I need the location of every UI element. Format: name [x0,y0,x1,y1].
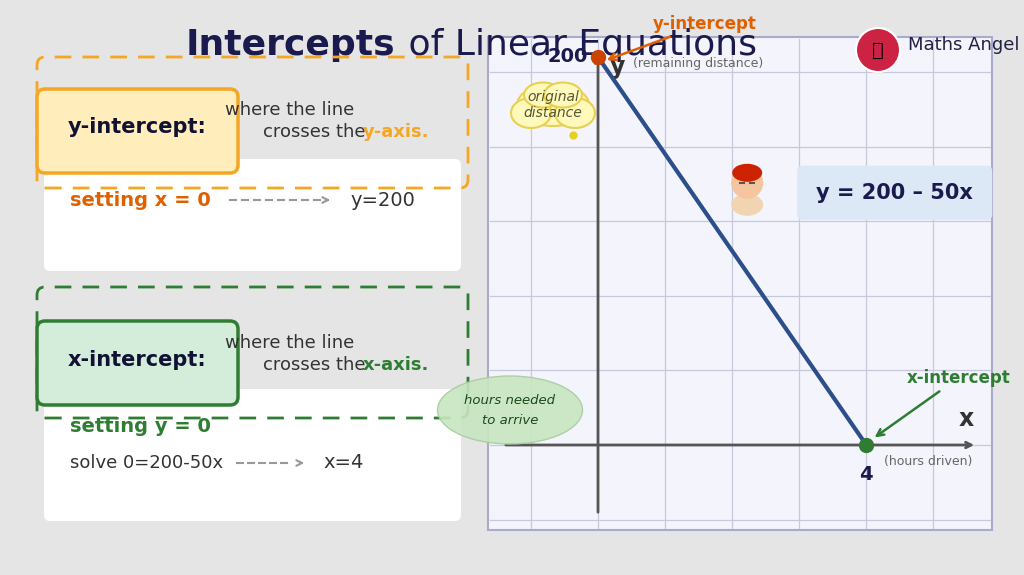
Circle shape [856,28,900,72]
Text: x-axis.: x-axis. [362,356,429,374]
Text: hours needed: hours needed [465,393,555,407]
Text: 4: 4 [859,465,873,484]
Text: y-intercept:: y-intercept: [68,117,207,137]
Text: x-intercept:: x-intercept: [68,350,207,370]
Ellipse shape [524,82,562,108]
Text: y-intercept: y-intercept [609,15,757,60]
Text: 200: 200 [548,48,588,67]
Ellipse shape [731,194,763,216]
Ellipse shape [555,98,595,128]
Text: y = 200 – 50x: y = 200 – 50x [816,183,973,203]
Text: Maths Angel: Maths Angel [908,36,1020,54]
FancyBboxPatch shape [488,37,992,530]
Text: x-intercept: x-intercept [877,369,1010,436]
Text: Intercepts: Intercepts [185,28,395,62]
FancyBboxPatch shape [37,89,238,173]
Text: where the line: where the line [225,101,354,119]
Ellipse shape [517,84,589,126]
FancyBboxPatch shape [44,159,461,271]
Text: where the line: where the line [225,334,354,352]
Text: setting y = 0: setting y = 0 [70,417,211,436]
Text: (hours driven): (hours driven) [884,455,972,468]
Text: original: original [527,90,579,104]
Ellipse shape [732,164,762,182]
Text: (remaining distance): (remaining distance) [633,57,763,70]
Text: solve 0=200-50x: solve 0=200-50x [70,454,223,472]
Text: 🦸: 🦸 [872,40,884,59]
Text: y: y [610,55,626,79]
Circle shape [731,167,763,199]
Text: to arrive: to arrive [482,413,539,427]
FancyBboxPatch shape [797,166,992,220]
Ellipse shape [544,82,582,108]
Ellipse shape [437,376,583,444]
FancyBboxPatch shape [37,321,238,405]
Text: x: x [958,407,974,431]
FancyBboxPatch shape [44,389,461,521]
Text: x=4: x=4 [323,454,364,473]
Text: setting x = 0: setting x = 0 [70,190,211,209]
Text: y-axis.: y-axis. [362,123,429,141]
Text: y=200: y=200 [350,190,415,209]
Text: crosses the: crosses the [263,356,372,374]
Ellipse shape [511,98,551,128]
Text: crosses the: crosses the [263,123,372,141]
Text: of Linear Equations: of Linear Equations [397,28,757,62]
Text: distance: distance [523,106,583,120]
